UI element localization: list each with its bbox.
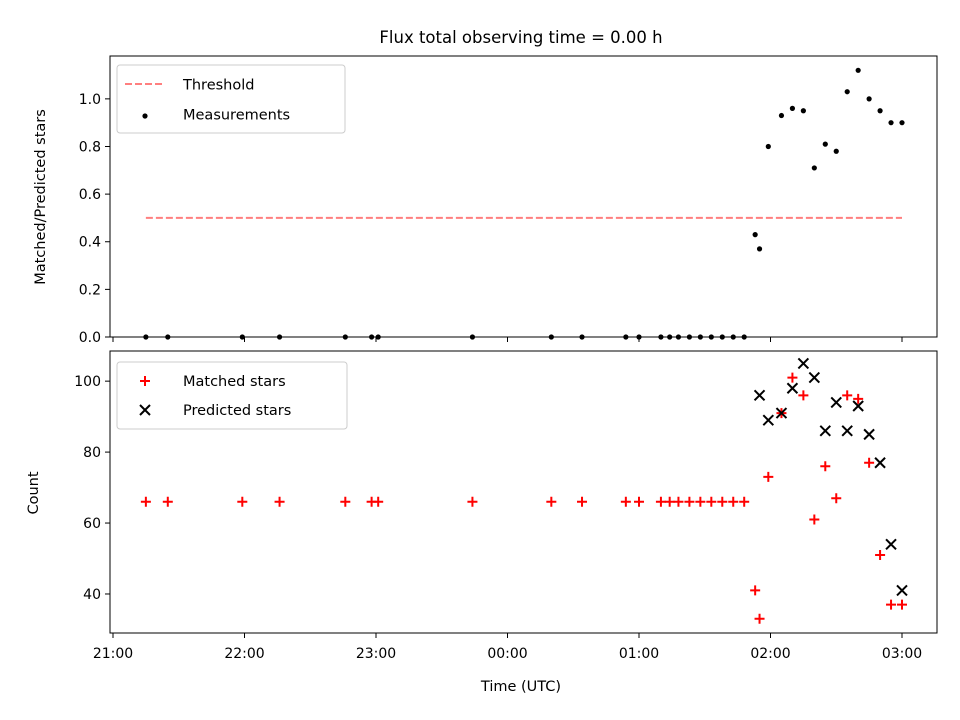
matched-star-point	[162, 496, 173, 507]
top-y-tick-label: 0.6	[79, 187, 101, 203]
bottom-y-tick-label: 40	[83, 587, 101, 603]
predicted-star-point	[775, 407, 788, 419]
x-tick-label: 03:00	[882, 646, 922, 662]
predicted-star-point	[753, 389, 766, 402]
matched-star-point	[864, 457, 875, 468]
predicted-star-point	[885, 538, 897, 551]
predicted-star-point	[819, 425, 831, 437]
matched-star-point	[717, 496, 728, 507]
matched-star-point	[340, 496, 351, 507]
matched-star-point	[842, 390, 853, 401]
bottom-y-axis-label: Count	[26, 471, 42, 514]
predicted-star-point	[808, 371, 821, 384]
predicted-star-point	[841, 425, 853, 437]
x-tick-label: 21:00	[93, 646, 133, 662]
matched-star-point	[706, 496, 717, 507]
matched-star-point	[853, 393, 864, 404]
measurement-point	[833, 148, 839, 154]
legend-matched-swatch	[140, 376, 150, 386]
x-tick-label: 01:00	[619, 646, 659, 662]
measurement-point	[778, 112, 785, 119]
bottom-y-tick-label: 80	[83, 445, 101, 461]
top-y-axis-label: Matched/Predicted stars	[33, 109, 49, 285]
measurement-point	[899, 120, 905, 126]
x-tick-label: 02:00	[750, 646, 790, 662]
x-axis-label: Time (UTC)	[480, 679, 561, 695]
matched-star-point	[684, 496, 695, 507]
matched-star-point	[750, 585, 761, 596]
top-y-tick-label: 0.8	[79, 139, 101, 155]
legend-threshold-label: Threshold	[182, 78, 254, 94]
x-tick-label: 00:00	[487, 646, 527, 662]
matched-star-point	[140, 496, 151, 507]
matched-star-point	[798, 390, 809, 401]
legend-predicted-swatch	[139, 404, 151, 416]
matched-star-point	[634, 496, 644, 507]
measurement-point	[811, 165, 817, 171]
legend-box	[116, 361, 348, 430]
matched-star-point	[237, 496, 248, 507]
matched-star-point	[695, 496, 706, 507]
measurement-point	[752, 232, 758, 238]
measurement-point	[800, 108, 806, 114]
matched-star-point	[577, 496, 588, 507]
matched-star-point	[546, 496, 557, 507]
matched-star-point	[831, 493, 842, 504]
chart-title: Flux total observing time = 0.00 h	[379, 28, 662, 47]
matched-star-point	[820, 461, 831, 472]
bottom-y-tick-label: 100	[74, 374, 101, 390]
predicted-star-point	[797, 357, 810, 370]
matched-star-point	[787, 372, 798, 383]
bottom-axes: 40 60 80 100 21:00 22:00 23:00 00:00 01:00 02:00 0…	[74, 350, 938, 662]
predicted-star-point	[874, 457, 886, 469]
matched-star-point	[728, 496, 739, 507]
x-tick-label: 22:00	[224, 646, 264, 662]
predicted-star-point	[786, 382, 799, 394]
matched-star-point	[739, 496, 750, 507]
measurement-point	[877, 108, 883, 114]
bottom-y-tick-label: 60	[83, 516, 101, 532]
measurement-point	[756, 246, 763, 252]
matched-star-point	[875, 549, 886, 560]
measurement-point	[765, 143, 771, 150]
matched-star-point	[373, 496, 384, 507]
legend-measurements-swatch	[142, 113, 148, 119]
predicted-star-point	[863, 428, 875, 441]
matched-star-point	[763, 471, 774, 482]
predicted-star-point	[896, 584, 908, 597]
matched-star-point	[754, 613, 765, 624]
measurement-point	[855, 67, 861, 73]
legend-measurements-label: Measurements	[183, 108, 290, 124]
top-axes: 0.0 0.2 0.4 0.6 0.8 1.0 Threshold Measurements	[79, 55, 938, 346]
top-y-tick-label: 0.0	[79, 330, 101, 346]
legend-predicted-label: Predicted stars	[183, 403, 291, 419]
matched-star-point	[809, 514, 820, 525]
predicted-star-point	[762, 414, 775, 426]
matched-star-point	[655, 496, 666, 507]
measurement-point	[866, 96, 872, 102]
top-y-tick-label: 0.2	[79, 282, 101, 298]
top-y-tick-label: 0.4	[79, 235, 101, 251]
top-y-tick-label: 1.0	[79, 92, 101, 108]
measurement-point	[822, 141, 828, 147]
legend-matched-label: Matched stars	[183, 374, 286, 390]
matched-star-point	[673, 496, 684, 507]
predicted-star-point	[852, 400, 864, 412]
matched-star-point	[664, 496, 675, 507]
matched-star-point	[886, 599, 897, 610]
matched-star-point	[620, 496, 631, 507]
measurement-point	[789, 105, 796, 111]
matched-star-point	[897, 599, 907, 610]
matched-star-point	[274, 496, 285, 507]
matched-star-point	[467, 496, 478, 507]
axes-frame	[109, 350, 938, 634]
measurement-point	[844, 89, 850, 95]
axes-frame	[109, 55, 938, 338]
measurement-point	[888, 120, 894, 126]
x-tick-label: 23:00	[356, 646, 396, 662]
legend-box	[116, 64, 346, 134]
predicted-star-point	[830, 396, 842, 409]
